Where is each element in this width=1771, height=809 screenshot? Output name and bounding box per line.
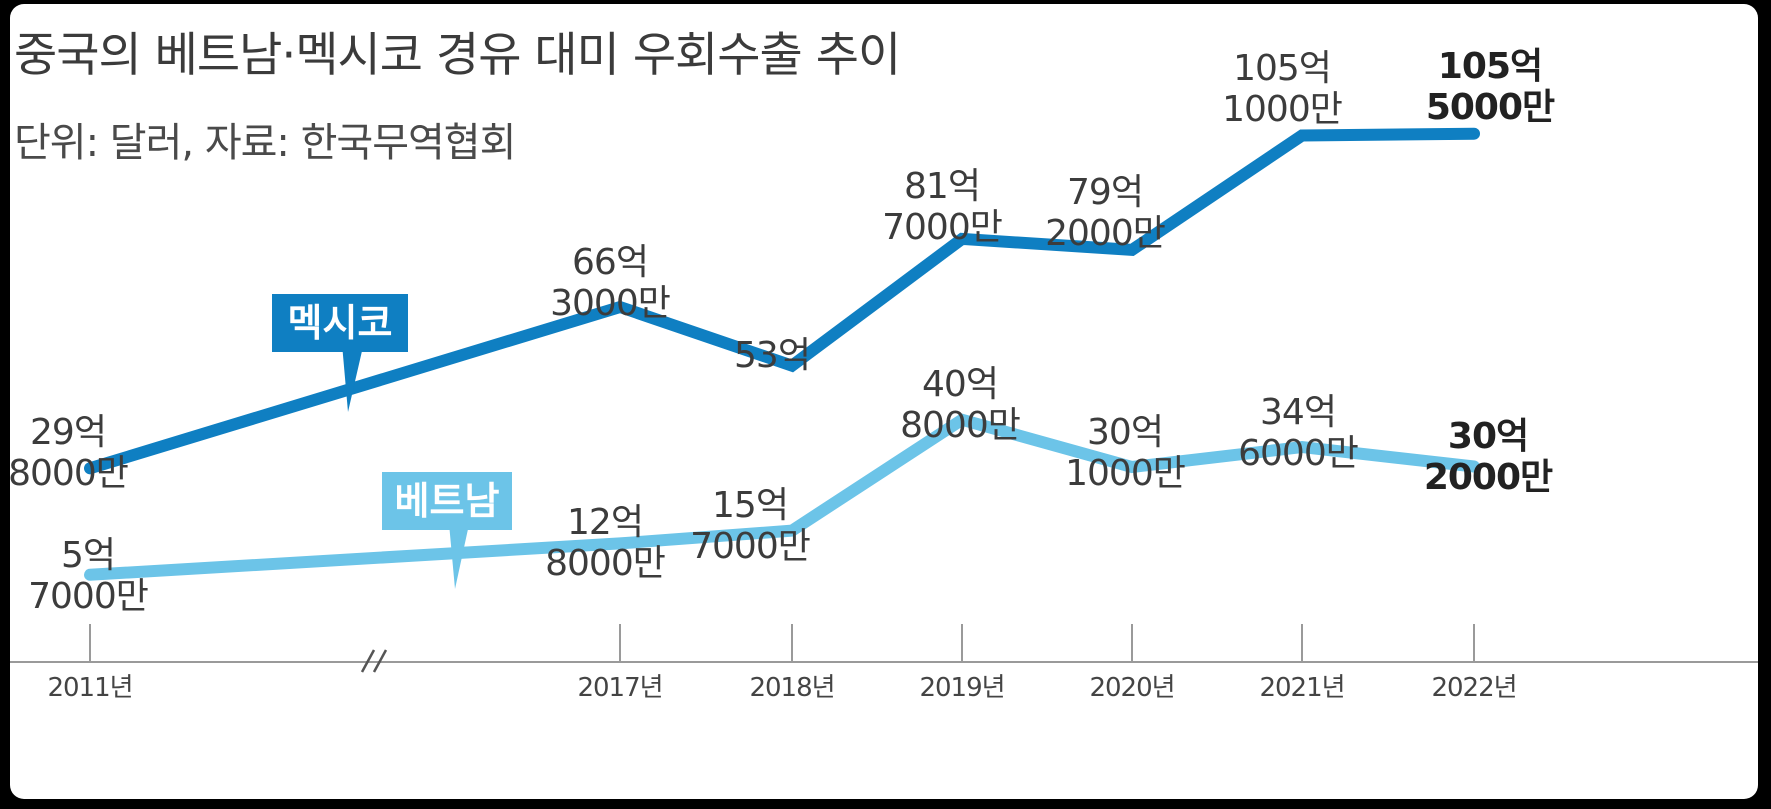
- vietnam-data-label: 1000만: [1065, 453, 1185, 494]
- vietnam-data-label: 8000만: [900, 405, 1020, 446]
- mexico-tag-pointer: [342, 352, 362, 412]
- chart-subtitle: 단위: 달러, 자료: 한국무역협회: [14, 120, 516, 166]
- x-tick-label: 2011년: [47, 673, 132, 703]
- mexico-data-label: 105억: [1233, 48, 1331, 89]
- vietnam-data-label: 5억: [61, 535, 115, 576]
- vietnam-series-line: [84, 413, 1480, 581]
- vietnam-data-label: 40억: [922, 364, 998, 405]
- mexico-data-label: 29억: [30, 412, 106, 453]
- vietnam-data-label: 2000만: [1424, 457, 1553, 498]
- vietnam-data-label: 8000만: [545, 543, 665, 584]
- mexico-data-label: 3000만: [550, 283, 670, 324]
- mexico-data-label: 8000만: [10, 453, 128, 494]
- mexico-data-label: 7000만: [882, 207, 1002, 248]
- x-tick-label: 2017년: [577, 673, 662, 703]
- mexico-data-label: 105억: [1438, 46, 1542, 87]
- x-tick-label: 2020년: [1089, 673, 1174, 703]
- axis-break-mark: [360, 649, 388, 673]
- vietnam-data-label: 30억: [1448, 416, 1528, 457]
- vietnam-tag-pointer: [449, 530, 468, 589]
- x-tick-label: 2018년: [749, 673, 834, 703]
- vietnam-tag: [382, 472, 512, 530]
- vietnam-data-label: 15억: [712, 485, 788, 526]
- mexico-data-label: 2000만: [1045, 213, 1165, 254]
- mexico-data-label: 53억: [734, 335, 810, 376]
- mexico-tag: [272, 294, 408, 352]
- x-tick-label: 2019년: [919, 673, 1004, 703]
- mexico-data-label: 1000만: [1222, 89, 1342, 130]
- mexico-data-label: 81억: [904, 166, 980, 207]
- vietnam-tag-label: 베트남: [395, 479, 500, 523]
- vietnam-data-label: 7000만: [28, 576, 148, 617]
- line-chart: 2011년 2017년 2018년 2019년 2020년 2021년 2022년29억80…: [10, 46, 1758, 703]
- chart-title: 중국의 베트남·멕시코 경유 대미 우회수출 추이: [14, 28, 901, 83]
- vietnam-data-label: 12억: [567, 502, 643, 543]
- x-tick-label: 2022년: [1431, 673, 1516, 703]
- mexico-series-line: [84, 127, 1480, 475]
- mexico-data-label: 5000만: [1426, 87, 1555, 128]
- vietnam-data-label: 6000만: [1238, 433, 1358, 474]
- chart-panel: 중국의 베트남·멕시코 경유 대미 우회수출 추이 단위: 달러, 자료: 한국…: [10, 4, 1758, 799]
- vietnam-data-label: 30억: [1087, 412, 1163, 453]
- vietnam-data-label: 34억: [1260, 392, 1336, 433]
- mexico-tag-label: 멕시코: [288, 301, 393, 345]
- x-tick-label: 2021년: [1259, 673, 1344, 703]
- mexico-data-label: 66억: [572, 242, 648, 283]
- vietnam-data-label: 7000만: [690, 526, 810, 567]
- mexico-data-label: 79억: [1067, 172, 1143, 213]
